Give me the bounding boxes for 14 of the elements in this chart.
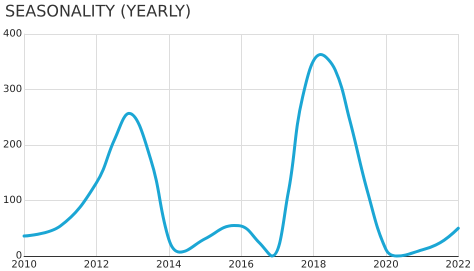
x-tick-label: 2016 xyxy=(228,260,254,270)
x-tick-label: 2022 xyxy=(446,260,471,270)
x-tick-label: 2012 xyxy=(84,260,110,270)
x-tick-label: 2018 xyxy=(300,260,326,270)
y-tick-label: 100 xyxy=(2,195,22,206)
x-tick-label: 2014 xyxy=(156,260,182,270)
y-tick-label: 200 xyxy=(2,140,22,150)
line-series xyxy=(22,53,460,258)
chart-title: SEASONALITY (YEARLY) xyxy=(5,2,192,20)
y-tick-label: 400 xyxy=(2,28,22,40)
x-tick-label: 2010 xyxy=(11,260,37,270)
y-tick-label: 0 xyxy=(16,250,22,262)
y-tick-label: 300 xyxy=(2,84,22,95)
x-tick-label: 2020 xyxy=(373,260,399,270)
